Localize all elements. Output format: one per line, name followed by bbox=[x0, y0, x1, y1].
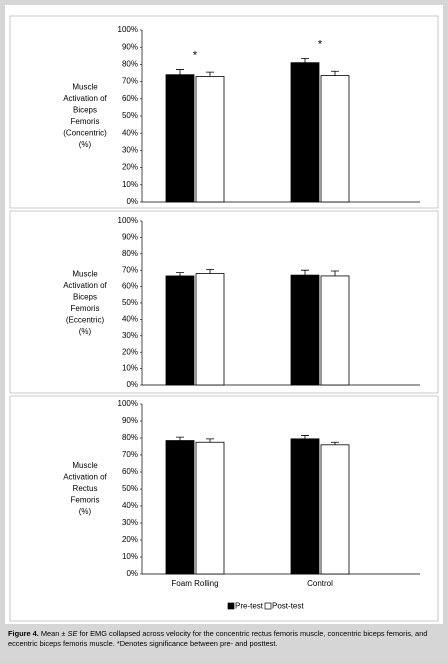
bar bbox=[165, 440, 195, 575]
y-tick-label: 40% bbox=[122, 315, 138, 324]
error-bar bbox=[176, 272, 184, 276]
y-tick-label: 50% bbox=[122, 484, 138, 493]
y-tick-label: 70% bbox=[122, 450, 138, 459]
error-bar bbox=[301, 269, 309, 276]
y-tick-label: 20% bbox=[122, 535, 138, 544]
bar bbox=[195, 441, 225, 575]
y-tick-label: 100% bbox=[118, 399, 138, 408]
y-tick-label: 60% bbox=[122, 467, 138, 476]
error-bar bbox=[331, 70, 339, 76]
y-tick-label: 60% bbox=[122, 94, 138, 103]
y-tick-label: 50% bbox=[122, 111, 138, 120]
bar bbox=[195, 273, 225, 386]
bar bbox=[290, 438, 320, 575]
y-tick-label: 0% bbox=[126, 380, 138, 389]
y-tick-label: 20% bbox=[122, 347, 138, 356]
caption: Figure 4. Mean ± SE for EMG collapsed ac… bbox=[8, 629, 442, 649]
y-axis-label: (%) bbox=[79, 507, 92, 516]
error-bar bbox=[331, 441, 339, 445]
y-axis-label: Muscle bbox=[72, 269, 98, 278]
y-tick-label: 40% bbox=[122, 128, 138, 137]
x-tick-label: Control bbox=[307, 579, 333, 588]
y-tick-label: 30% bbox=[122, 146, 138, 155]
y-tick-label: 0% bbox=[126, 197, 138, 206]
x-tick-label: Foam Rolling bbox=[171, 579, 218, 588]
error-bar bbox=[301, 435, 309, 439]
y-axis-label: Femoris bbox=[71, 117, 100, 126]
caption-italic: SE bbox=[67, 629, 78, 638]
bar bbox=[290, 274, 320, 386]
y-axis-label: Rectus bbox=[73, 484, 98, 493]
y-tick-label: 60% bbox=[122, 282, 138, 291]
y-tick-label: 90% bbox=[122, 233, 138, 242]
y-tick-label: 20% bbox=[122, 163, 138, 172]
legend-swatch bbox=[227, 602, 235, 610]
y-axis-label: Activation of bbox=[63, 473, 107, 482]
panel-border bbox=[9, 395, 439, 622]
y-tick-label: 80% bbox=[122, 433, 138, 442]
chart: 0% 10% 20% 30% 40% 50% 60% 70% 80% 90% 100% Muscle A… bbox=[5, 5, 443, 624]
error-bar bbox=[331, 270, 339, 276]
caption-text: Mean ± bbox=[38, 629, 68, 638]
bar bbox=[290, 62, 320, 203]
bar bbox=[165, 74, 195, 203]
y-axis-label: Biceps bbox=[73, 292, 97, 301]
error-bar bbox=[301, 57, 309, 63]
y-axis-label: Muscle bbox=[72, 82, 98, 91]
y-axis-label: (%) bbox=[79, 327, 92, 336]
error-bar bbox=[206, 268, 214, 274]
error-bar bbox=[206, 71, 214, 77]
bar bbox=[320, 444, 350, 575]
y-tick-label: 70% bbox=[122, 77, 138, 86]
y-axis-label: Muscle bbox=[72, 461, 98, 470]
y-axis-label: Femoris bbox=[71, 496, 100, 505]
y-tick-label: 10% bbox=[122, 364, 138, 373]
y-tick-label: 10% bbox=[122, 552, 138, 561]
legend-label: Post-test bbox=[272, 602, 304, 611]
y-tick-label: 10% bbox=[122, 180, 138, 189]
legend-label: Pre-test bbox=[235, 602, 264, 611]
y-tick-label: 50% bbox=[122, 298, 138, 307]
error-bar bbox=[176, 436, 184, 441]
y-axis-label: Biceps bbox=[73, 105, 97, 114]
legend-swatch bbox=[264, 602, 272, 610]
y-axis-label: Femoris bbox=[71, 304, 100, 313]
y-axis-label: Activation of bbox=[63, 281, 107, 290]
bar bbox=[320, 75, 350, 203]
bar bbox=[195, 76, 225, 203]
y-tick-label: 100% bbox=[118, 216, 138, 225]
y-tick-label: 90% bbox=[122, 416, 138, 425]
error-bar bbox=[176, 69, 184, 75]
y-tick-label: 80% bbox=[122, 249, 138, 258]
bar bbox=[165, 275, 195, 386]
y-tick-label: 30% bbox=[122, 331, 138, 340]
bar bbox=[320, 275, 350, 386]
y-tick-label: 0% bbox=[126, 569, 138, 578]
y-axis-label: Activation of bbox=[63, 94, 107, 103]
panel-border bbox=[9, 210, 439, 394]
y-axis-label: (Eccentric) bbox=[66, 315, 105, 324]
error-bar bbox=[206, 438, 214, 443]
y-tick-label: 80% bbox=[122, 60, 138, 69]
significance-mark: * bbox=[193, 49, 198, 61]
significance-mark: * bbox=[318, 38, 323, 50]
y-tick-label: 30% bbox=[122, 518, 138, 527]
y-axis-label: (Concentric) bbox=[63, 128, 107, 137]
y-tick-label: 40% bbox=[122, 501, 138, 510]
caption-text: for EMG collapsed across velocity for th… bbox=[8, 629, 428, 648]
y-axis-label: (%) bbox=[79, 140, 92, 149]
caption-label: Figure 4. bbox=[8, 629, 39, 638]
panel-border bbox=[9, 15, 439, 209]
y-tick-label: 90% bbox=[122, 42, 138, 51]
y-tick-label: 100% bbox=[118, 25, 138, 34]
y-tick-label: 70% bbox=[122, 265, 138, 274]
